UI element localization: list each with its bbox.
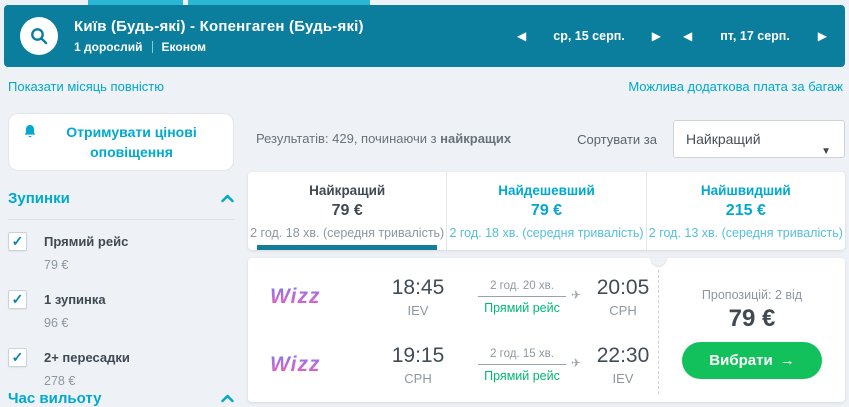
departure-time: 18:45 [391, 276, 445, 299]
stops-option-label: 1 зупинка [44, 292, 106, 307]
direct-flight-label: Прямий рейс [484, 300, 560, 315]
stops-section-header[interactable]: Зупинки [8, 190, 234, 220]
calendar-tab-strip-left [88, 0, 183, 6]
leg-duration: 2 год. 20 хв. [490, 279, 554, 292]
stops-filter-list: ✓ Прямий рейс 79 € ✓ 1 зупинка 96 € ✓ 2+… [8, 232, 234, 406]
sort-tabs-card: Найкращий 79 € 2 год. 18 хв. (середня тр… [248, 172, 845, 250]
date-navigation: ◀ ср, 15 серп. ▶ ◀ пт, 17 серп. ▶ [499, 5, 831, 67]
flight-path-line: ✈ [478, 356, 581, 370]
tab-duration: 2 год. 18 хв. (середня тривалість) [449, 226, 644, 240]
tab-best[interactable]: Найкращий 79 € 2 год. 18 хв. (середня тр… [248, 172, 446, 250]
baggage-fee-note: Можлива додаткова плата за багаж [628, 79, 843, 94]
direct-flight-label: Прямий рейс [484, 368, 560, 383]
stops-option-price: 278 € [44, 374, 76, 388]
stops-option-price: 79 € [44, 258, 69, 272]
stops-option-one-stop[interactable]: ✓ 1 зупинка 96 € [8, 290, 234, 330]
outbound-date-label: ср, 15 серп. [553, 29, 625, 43]
stops-option-label: 2+ пересадки [44, 350, 130, 365]
checkbox-two-plus[interactable]: ✓ [8, 348, 27, 367]
tab-duration: 2 год. 13 хв. (середня тривалість) [648, 226, 843, 240]
tab-label: Найшвидший [700, 183, 791, 198]
tab-price: 79 € [530, 202, 563, 219]
calendar-tab-strip-right [188, 0, 370, 6]
active-tab-indicator [257, 245, 438, 250]
tab-duration: 2 год. 18 хв. (середня тривалість) [250, 226, 445, 240]
select-button[interactable]: Вибрати → [682, 342, 822, 379]
checkbox-direct[interactable]: ✓ [8, 232, 27, 251]
departure-time-section-header[interactable]: Час вильоту [8, 390, 234, 407]
tab-fastest[interactable]: Найшвидший 215 € 2 год. 13 хв. (середня … [645, 172, 845, 250]
departure-airport-code: CPH [404, 371, 432, 386]
results-count-text: Результатів: 429, починаючи з [256, 131, 441, 146]
arrival-time: 22:30 [596, 344, 650, 367]
search-icon [29, 26, 49, 46]
flight-path-line: ✈ [478, 288, 581, 302]
chevron-up-icon[interactable] [221, 194, 234, 203]
deals-count-label: Пропозицій: 2 від [701, 288, 803, 302]
outbound-leg: Wizz 18:45 IEV 2 год. 20 хв. ✈ Прямий ре… [248, 264, 658, 330]
wizz-air-logo: Wizz [270, 285, 332, 309]
sort-dropdown[interactable]: Найкращий ▼ [673, 120, 845, 158]
outbound-date-group: ◀ ср, 15 серп. ▶ [513, 26, 665, 46]
return-date-label: пт, 17 серп. [720, 29, 790, 43]
bell-icon [23, 124, 37, 162]
tab-price: 79 € [331, 202, 363, 219]
sort-selected-value: Найкращий [686, 131, 761, 147]
arrival-airport-code: CPH [609, 303, 637, 318]
plane-icon: ✈ [570, 355, 581, 370]
cabin-class-label: Економ [161, 40, 206, 54]
ticket-notch [650, 258, 667, 267]
stops-title: Зупинки [8, 190, 70, 207]
stops-option-price: 96 € [44, 316, 69, 330]
price-alerts-label: Отримувати цінові оповіщення [66, 124, 197, 160]
caret-down-icon: ▼ [821, 146, 831, 157]
checkbox-one-stop[interactable]: ✓ [8, 290, 27, 309]
ticket-dashed-divider [658, 270, 659, 394]
flight-result-card[interactable]: Wizz 18:45 IEV 2 год. 20 хв. ✈ Прямий ре… [248, 258, 845, 402]
arrow-right-icon: → [779, 352, 795, 369]
results-sort-highlight: найкращих [440, 131, 512, 146]
return-date-group: ◀ пт, 17 серп. ▶ [679, 26, 831, 46]
sort-by-label: Сортувати за [577, 132, 657, 147]
leg-duration: 2 год. 15 хв. [490, 347, 554, 360]
outbound-prev-day-icon[interactable]: ◀ [517, 29, 527, 43]
chevron-up-icon[interactable] [221, 394, 234, 403]
results-summary: Результатів: 429, починаючи з найкращих [256, 131, 511, 146]
stops-option-label: Прямий рейс [44, 234, 129, 249]
deal-price: 79 € [728, 305, 776, 332]
wizz-air-logo: Wizz [270, 353, 332, 377]
departure-time: 19:15 [391, 344, 445, 367]
tab-cheapest[interactable]: Найдешевший 79 € 2 год. 18 хв. (середня … [446, 172, 645, 250]
deal-panel: Пропозицій: 2 від 79 € Вибрати → [659, 258, 845, 402]
passengers-label: 1 дорослий [74, 40, 143, 54]
search-summary-header: Київ (Будь-які) - Копенгаген (Будь-які) … [4, 5, 845, 67]
tab-label: Найкращий [309, 183, 386, 198]
arrival-time: 20:05 [596, 276, 650, 299]
route-title: Київ (Будь-які) - Копенгаген (Будь-які) [74, 18, 364, 35]
select-button-label: Вибрати [709, 352, 773, 369]
arrival-airport-code: IEV [612, 371, 634, 386]
return-next-day-icon[interactable]: ▶ [817, 29, 827, 43]
return-prev-day-icon[interactable]: ◀ [683, 29, 693, 43]
stops-option-direct[interactable]: ✓ Прямий рейс 79 € [8, 232, 234, 272]
search-button[interactable] [20, 17, 58, 55]
departure-time-title: Час вильоту [8, 390, 102, 407]
route-summary: Київ (Будь-які) - Копенгаген (Будь-які) … [74, 18, 364, 54]
return-leg: Wizz 19:15 CPH 2 год. 15 хв. ✈ Прямий ре… [248, 332, 658, 398]
price-alerts-button[interactable]: Отримувати цінові оповіщення [8, 113, 234, 171]
tab-label: Найдешевший [498, 183, 595, 198]
show-whole-month-link[interactable]: Показати місяць повністю [8, 79, 165, 94]
plane-icon: ✈ [570, 287, 581, 302]
departure-airport-code: IEV [407, 303, 429, 318]
stops-option-two-plus[interactable]: ✓ 2+ пересадки 278 € [8, 348, 234, 388]
tab-price: 215 € [725, 202, 766, 219]
header-divider [151, 41, 153, 53]
outbound-next-day-icon[interactable]: ▶ [651, 29, 661, 43]
